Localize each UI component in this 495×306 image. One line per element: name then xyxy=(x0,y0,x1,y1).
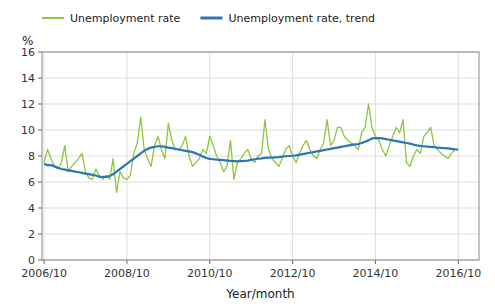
tick-label: 2012/10 xyxy=(270,267,316,280)
line xyxy=(44,138,458,177)
tick-mark xyxy=(38,104,42,105)
tick-label: 8 xyxy=(28,150,35,163)
tick-label: 4 xyxy=(28,202,35,215)
axes: 02468101214162006/102008/102010/102012/1… xyxy=(21,46,481,280)
grid-line xyxy=(375,52,376,260)
tick-label: 2008/10 xyxy=(104,267,150,280)
tick-label: 0 xyxy=(28,254,35,267)
tick-mark xyxy=(38,234,42,235)
grid xyxy=(42,52,479,260)
tick-label: 12 xyxy=(21,98,35,111)
tick-mark xyxy=(38,208,42,209)
tick-mark xyxy=(458,260,459,264)
tick-mark xyxy=(38,156,42,157)
grid-line xyxy=(42,130,479,131)
line xyxy=(44,104,458,192)
tick-label: 2010/10 xyxy=(187,267,233,280)
plot-frame xyxy=(42,52,479,260)
legend-swatch xyxy=(42,17,64,19)
grid-line xyxy=(42,182,479,183)
grid-line xyxy=(42,208,479,209)
grid-line xyxy=(44,52,45,260)
chart: 02468101214162006/102008/102010/102012/1… xyxy=(0,0,495,306)
tick-label: 2 xyxy=(28,228,35,241)
background xyxy=(0,0,495,306)
plot-area xyxy=(44,104,458,192)
grid-line xyxy=(42,78,479,79)
tick-label: 2006/10 xyxy=(21,267,67,280)
tick-mark xyxy=(126,260,127,264)
y-axis-label: % xyxy=(22,34,33,48)
legend-label: Unemployment rate xyxy=(70,12,181,25)
tick-mark xyxy=(38,78,42,79)
tick-mark xyxy=(292,260,293,264)
legend-swatch xyxy=(200,17,222,20)
grid-line xyxy=(458,52,459,260)
grid-line xyxy=(42,234,479,235)
grid-line xyxy=(126,52,127,260)
tick-mark xyxy=(38,260,42,261)
tick-mark xyxy=(375,260,376,264)
grid-line xyxy=(209,52,210,260)
tick-mark xyxy=(38,52,42,53)
x-axis-label: Year/month xyxy=(225,287,294,301)
tick-mark xyxy=(44,260,45,264)
tick-mark xyxy=(38,182,42,183)
tick-mark xyxy=(209,260,210,264)
tick-label: 6 xyxy=(28,176,35,189)
grid-line xyxy=(42,104,479,105)
legend: Unemployment rate Unemployment rate, tren… xyxy=(42,12,375,25)
tick-label: 2016/10 xyxy=(435,267,481,280)
tick-mark xyxy=(38,130,42,131)
legend-label: Unemployment rate, trend xyxy=(228,12,375,25)
tick-label: 14 xyxy=(21,72,35,85)
tick-label: 2014/10 xyxy=(353,267,399,280)
tick-label: 10 xyxy=(21,124,35,137)
